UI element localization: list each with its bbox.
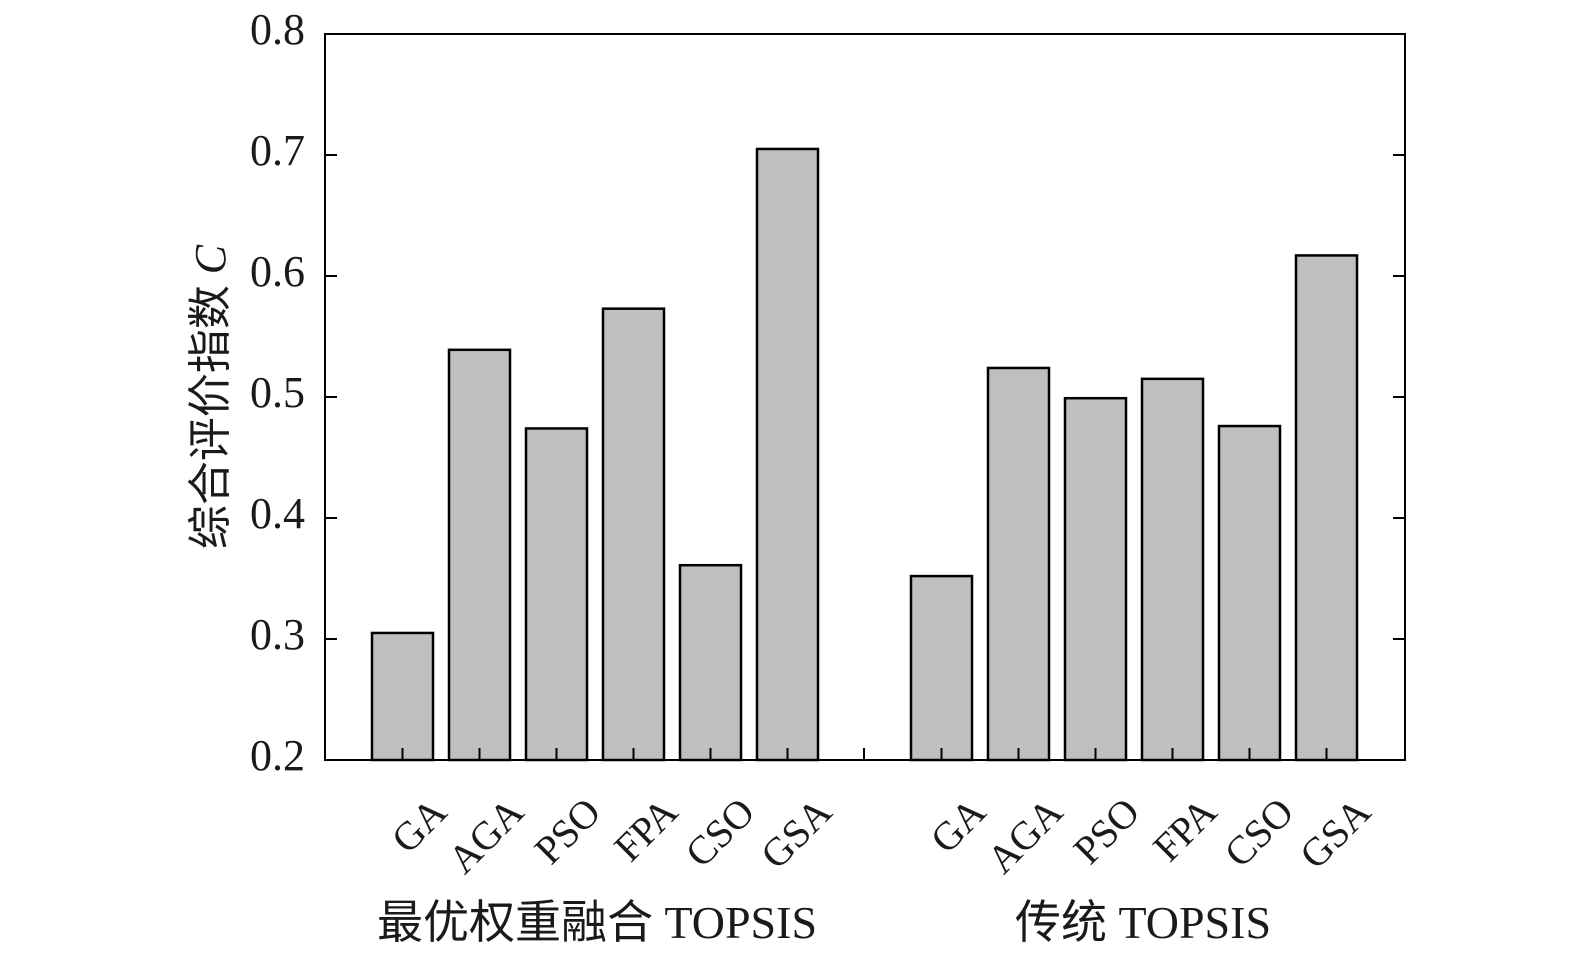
bar-2-gsa bbox=[1294, 254, 1359, 762]
y-tick-label: 0.8 bbox=[250, 5, 305, 54]
group-label-2: 传统 TOPSIS bbox=[1015, 897, 1271, 948]
y-tick-label: 0.3 bbox=[250, 610, 305, 659]
bar-1-gsa bbox=[755, 147, 820, 762]
bar-1-pso bbox=[524, 427, 589, 762]
bar-1-cso bbox=[678, 563, 743, 762]
bar-1-aga bbox=[447, 348, 512, 762]
y-axis-variable: C bbox=[186, 244, 235, 274]
bar-2-ga bbox=[909, 574, 974, 762]
bars bbox=[370, 147, 1359, 762]
x-tick-label: PSO bbox=[1065, 789, 1149, 873]
y-tick-label: 0.2 bbox=[250, 731, 305, 780]
bar-2-fpa bbox=[1140, 377, 1205, 762]
bar-2-aga bbox=[986, 366, 1051, 762]
y-tick-label: 0.6 bbox=[250, 247, 305, 296]
bar-2-cso bbox=[1217, 424, 1282, 762]
y-axis: 0.2 0.3 0.4 0.5 0.6 0.7 0.8 bbox=[250, 5, 1405, 780]
bar-1-fpa bbox=[601, 307, 666, 762]
bar-1-ga bbox=[370, 631, 435, 762]
x-tick-label: FPA bbox=[605, 789, 686, 870]
y-axis-label: 综合评价指数 C bbox=[186, 244, 235, 549]
bar-2-pso bbox=[1063, 396, 1128, 762]
y-tick-label: 0.7 bbox=[250, 126, 305, 175]
group-label-1: 最优权重融合 TOPSIS bbox=[377, 897, 817, 948]
x-tick-label: CSO bbox=[676, 789, 763, 876]
x-tick-label: AGA bbox=[978, 789, 1071, 882]
x-tick-label: GSA bbox=[752, 789, 840, 877]
x-tick-label: CSO bbox=[1215, 789, 1302, 876]
x-tick-label: GSA bbox=[1291, 789, 1379, 877]
y-tick-label: 0.4 bbox=[250, 489, 305, 538]
x-tick-label: PSO bbox=[526, 789, 610, 873]
x-tick-label: AGA bbox=[439, 789, 532, 882]
x-tick-label: FPA bbox=[1144, 789, 1225, 870]
y-tick-label: 0.5 bbox=[250, 368, 305, 417]
